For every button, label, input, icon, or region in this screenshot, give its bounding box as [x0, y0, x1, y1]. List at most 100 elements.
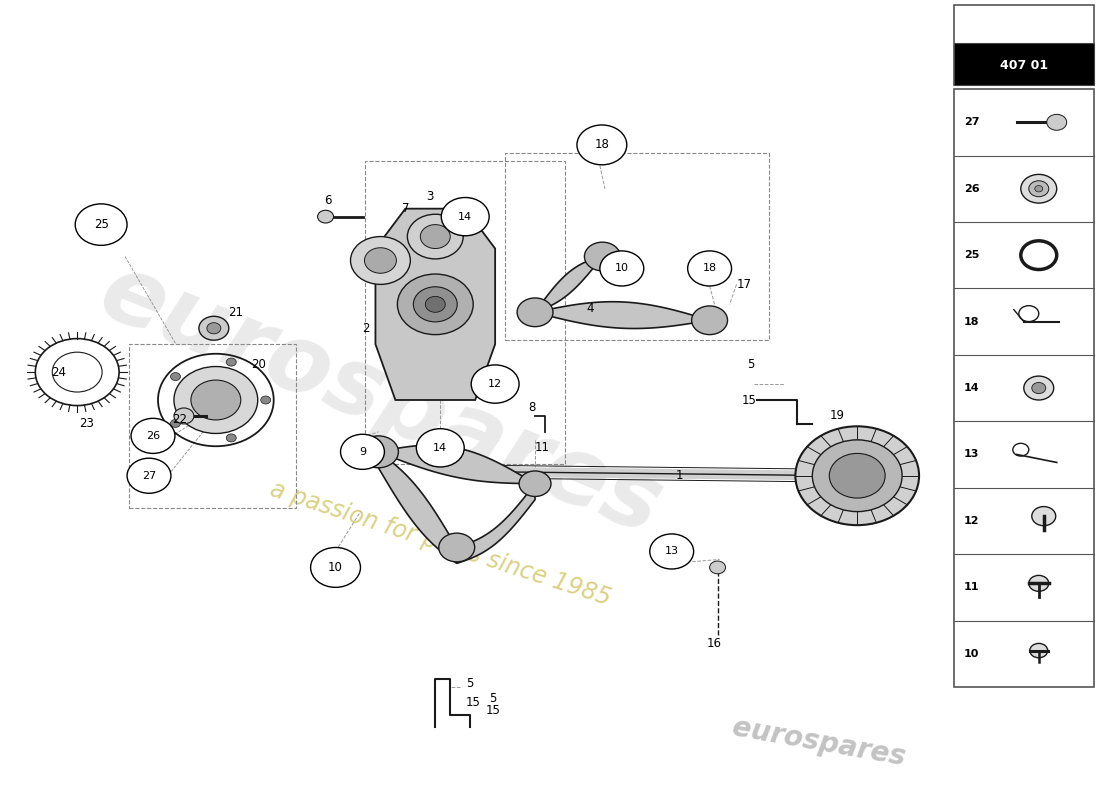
Text: 4: 4	[586, 302, 594, 315]
Text: 407 01: 407 01	[1000, 58, 1048, 72]
Text: 3: 3	[427, 190, 434, 203]
Circle shape	[128, 458, 170, 494]
Text: 1: 1	[675, 470, 683, 482]
Circle shape	[199, 316, 229, 340]
Circle shape	[692, 306, 727, 334]
Circle shape	[227, 358, 236, 366]
Circle shape	[517, 298, 553, 326]
Circle shape	[397, 274, 473, 334]
Text: 15: 15	[486, 705, 500, 718]
Circle shape	[318, 210, 333, 223]
Polygon shape	[378, 452, 456, 563]
Text: 10: 10	[964, 649, 979, 658]
Circle shape	[364, 248, 396, 274]
Text: 23: 23	[79, 418, 94, 430]
Circle shape	[1030, 643, 1047, 658]
Text: a passion for parts since 1985: a passion for parts since 1985	[267, 477, 614, 610]
Text: 26: 26	[146, 431, 161, 441]
Circle shape	[600, 251, 643, 286]
Circle shape	[1032, 382, 1046, 394]
Polygon shape	[535, 257, 603, 312]
Text: 14: 14	[964, 383, 980, 393]
Text: 26: 26	[964, 184, 980, 194]
Circle shape	[576, 125, 627, 165]
Circle shape	[1047, 114, 1067, 130]
Circle shape	[688, 251, 732, 286]
Polygon shape	[962, 46, 1086, 85]
Text: 22: 22	[172, 414, 187, 426]
Text: 25: 25	[94, 218, 109, 231]
Text: 12: 12	[964, 516, 979, 526]
Circle shape	[75, 204, 128, 246]
Text: 10: 10	[328, 561, 343, 574]
Polygon shape	[535, 302, 710, 329]
Text: 15: 15	[741, 394, 757, 406]
Circle shape	[439, 533, 475, 562]
Text: 10: 10	[615, 263, 629, 274]
Text: 8: 8	[528, 402, 536, 414]
Text: 14: 14	[433, 443, 448, 453]
Bar	[954, 6, 1093, 85]
Circle shape	[441, 198, 490, 236]
Circle shape	[519, 471, 551, 497]
Polygon shape	[375, 209, 495, 400]
Circle shape	[1032, 506, 1056, 526]
Circle shape	[174, 408, 194, 424]
Circle shape	[416, 429, 464, 467]
Text: 18: 18	[594, 138, 609, 151]
Circle shape	[310, 547, 361, 587]
Text: 5: 5	[747, 358, 755, 370]
Text: 11: 11	[964, 582, 979, 592]
Bar	[954, 43, 1093, 85]
Circle shape	[191, 380, 241, 420]
Circle shape	[1035, 186, 1043, 192]
Bar	[954, 89, 1093, 687]
Polygon shape	[456, 484, 535, 563]
Text: 5: 5	[466, 677, 474, 690]
Circle shape	[420, 225, 450, 249]
Text: 5: 5	[490, 693, 497, 706]
Circle shape	[414, 286, 458, 322]
Polygon shape	[378, 445, 535, 484]
Text: 17: 17	[737, 278, 752, 291]
Text: 16: 16	[707, 637, 722, 650]
Circle shape	[1024, 376, 1054, 400]
Text: 24: 24	[52, 366, 66, 378]
Circle shape	[131, 418, 175, 454]
Circle shape	[710, 561, 726, 574]
Circle shape	[351, 237, 410, 285]
Text: 27: 27	[964, 118, 979, 127]
Circle shape	[795, 426, 920, 525]
Text: 19: 19	[829, 410, 845, 422]
Text: 18: 18	[964, 317, 979, 326]
Circle shape	[407, 214, 463, 259]
Circle shape	[170, 373, 180, 381]
Text: 14: 14	[459, 212, 472, 222]
Text: 12: 12	[488, 379, 503, 389]
Text: 27: 27	[142, 470, 156, 481]
Circle shape	[261, 396, 271, 404]
Circle shape	[812, 440, 902, 512]
Circle shape	[829, 454, 886, 498]
Text: 2: 2	[362, 322, 370, 334]
Text: 15: 15	[465, 697, 481, 710]
Circle shape	[471, 365, 519, 403]
Text: 25: 25	[964, 250, 979, 260]
Text: 11: 11	[535, 442, 550, 454]
Circle shape	[584, 242, 620, 271]
Circle shape	[1028, 575, 1048, 591]
Circle shape	[170, 419, 180, 427]
Circle shape	[207, 322, 221, 334]
Text: 9: 9	[359, 447, 366, 457]
Circle shape	[1021, 174, 1057, 203]
Text: 13: 13	[964, 450, 979, 459]
Circle shape	[426, 296, 446, 312]
Text: 20: 20	[251, 358, 266, 370]
Circle shape	[1028, 181, 1048, 197]
Text: 13: 13	[664, 546, 679, 557]
Text: 7: 7	[402, 202, 409, 215]
Text: 21: 21	[229, 306, 243, 319]
Text: eurospares: eurospares	[86, 246, 674, 554]
Text: eurospares: eurospares	[730, 714, 909, 772]
Circle shape	[174, 366, 257, 434]
